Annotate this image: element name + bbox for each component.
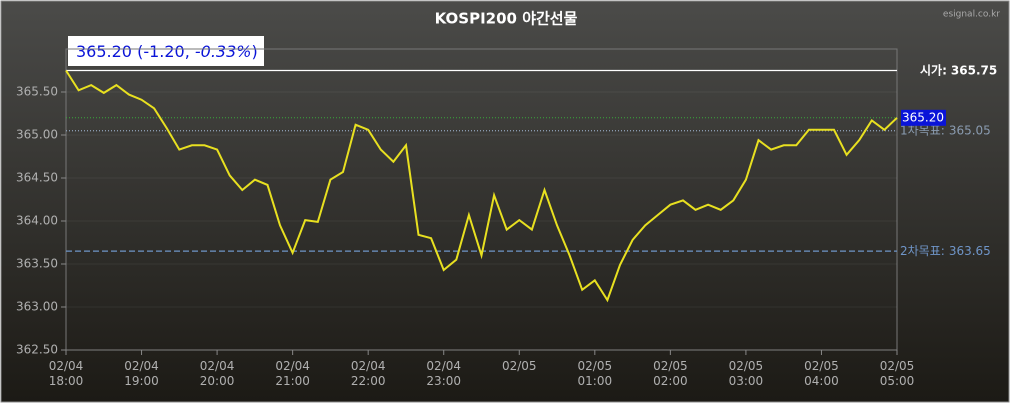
plot-area <box>65 48 898 351</box>
quote-text: 365.20 (-1.20, <box>76 42 195 61</box>
reference-value: 363.65 <box>949 244 991 258</box>
x-tick-label: 02/04 22:00 <box>351 359 386 388</box>
x-tick-label-line: 02/05 <box>502 359 537 373</box>
x-tick-label-line: 02:00 <box>653 374 688 388</box>
x-tick-label-line: 22:00 <box>351 374 386 388</box>
watermark: esignal.co.kr <box>943 10 1000 20</box>
x-tick-label-line: 20:00 <box>200 374 235 388</box>
reference-label: 2차목표: 363.65 <box>900 244 991 258</box>
x-tick-label: 02/04 23:00 <box>426 359 461 388</box>
x-tick-label-line: 02/05 <box>729 359 764 373</box>
x-tick-label-line: 18:00 <box>49 374 84 388</box>
x-tick-label: 02/05 04:00 <box>804 359 839 388</box>
x-tick-label: 02/05 05:00 <box>880 359 915 388</box>
x-tick-label-line: 02/04 <box>426 359 461 373</box>
reference-value: 365.05 <box>949 123 991 137</box>
x-tick-label: 02/05 02:00 <box>653 359 688 388</box>
quote-pct: -0.33% <box>195 42 252 61</box>
x-tick-label: 02/05 <box>502 359 537 373</box>
x-tick-label: 02/04 19:00 <box>124 359 159 388</box>
y-tick-label: 364.00 <box>16 214 58 228</box>
x-tick-label-line: 02/04 <box>124 359 159 373</box>
x-tick-label-line: 02/05 <box>880 359 915 373</box>
x-tick-label-line: 21:00 <box>275 374 310 388</box>
x-tick-label-line: 02/04 <box>351 359 386 373</box>
reference-label: 1차목표: 365.05 <box>900 123 991 137</box>
reference-name: 1차목표: <box>900 123 945 137</box>
x-tick-label-line: 03:00 <box>729 374 764 388</box>
y-tick-label: 362.50 <box>16 343 58 357</box>
quote-box <box>68 36 264 66</box>
reference-name: 2차목표: <box>900 244 945 258</box>
current-label: 365.20 <box>902 110 944 124</box>
y-tick-label: 363.00 <box>16 300 58 314</box>
quote-close: ) <box>252 42 258 61</box>
x-tick-label-line: 02/04 <box>49 359 84 373</box>
x-tick-label-line: 23:00 <box>426 374 461 388</box>
x-tick-label-line: 02/05 <box>804 359 839 373</box>
reference-name: 시가: <box>920 62 947 77</box>
x-tick-label: 02/05 03:00 <box>729 359 764 388</box>
x-tick-label-line: 04:00 <box>804 374 839 388</box>
x-tick-label-line: 02/04 <box>200 359 235 373</box>
x-tick-label-line: 01:00 <box>578 374 613 388</box>
x-tick-label-line: 02/05 <box>578 359 613 373</box>
x-tick-label: 02/04 21:00 <box>275 359 310 388</box>
x-tick-label-line: 02/05 <box>653 359 688 373</box>
x-tick-label-line: 02/04 <box>275 359 310 373</box>
x-tick-label: 02/04 18:00 <box>49 359 84 388</box>
y-tick-label: 365.00 <box>16 128 58 142</box>
y-tick-label: 365.50 <box>16 85 58 99</box>
y-tick-label: 364.50 <box>16 171 58 185</box>
y-tick-label: 363.50 <box>16 257 58 271</box>
x-tick-label-line: 05:00 <box>880 374 915 388</box>
x-tick-label: 02/04 20:00 <box>200 359 235 388</box>
reference-label: 시가: 365.75 <box>920 62 997 77</box>
x-tick-label-line: 19:00 <box>124 374 159 388</box>
chart-title: KOSPI200 야간선물 <box>435 10 578 28</box>
current-badge <box>901 109 946 126</box>
x-tick-label: 02/05 01:00 <box>578 359 613 388</box>
reference-value: 365.75 <box>951 63 997 77</box>
price-line <box>65 69 898 303</box>
quote: 365.20 (-1.20, -0.33%) <box>76 42 258 61</box>
